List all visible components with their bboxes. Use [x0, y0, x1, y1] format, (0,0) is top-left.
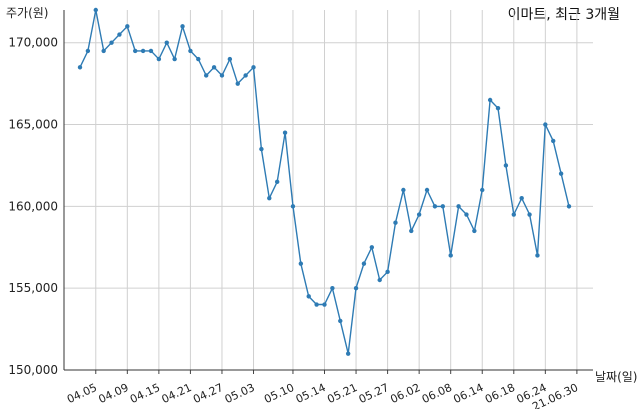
chart-title: 이마트, 최근 3개월 — [507, 7, 620, 23]
data-point — [527, 212, 532, 217]
data-point — [93, 7, 98, 13]
data-point — [345, 351, 351, 356]
data-point — [180, 24, 185, 29]
data-point — [464, 212, 469, 217]
data-point — [101, 48, 106, 54]
y-axis: 150,000 155,000 160,000 165,000 170,000 — [8, 36, 58, 377]
x-tick-label: 05.10 — [262, 381, 296, 406]
y-tick-label: 150,000 — [8, 363, 58, 377]
data-point — [133, 48, 138, 54]
x-tick-label: 05.27 — [357, 381, 391, 406]
data-point — [164, 40, 169, 45]
data-point — [353, 285, 359, 291]
data-point — [306, 294, 311, 299]
data-point — [338, 318, 343, 324]
y-tick-label: 155,000 — [8, 281, 58, 295]
data-point — [551, 138, 556, 144]
data-point — [519, 195, 524, 201]
data-point — [211, 65, 217, 70]
data-point — [243, 73, 248, 78]
data-point — [409, 228, 414, 234]
x-tick-label: 05.14 — [294, 381, 328, 406]
data-point — [85, 48, 91, 54]
x-axis-title: 날짜(일) — [595, 370, 638, 384]
data-point — [117, 32, 122, 37]
data-point — [282, 130, 288, 135]
data-point — [432, 204, 438, 209]
data-point — [535, 253, 540, 258]
x-tick-label: 05.21 — [325, 381, 359, 406]
data-point — [448, 253, 453, 258]
data-point — [369, 245, 375, 250]
data-point — [77, 65, 83, 70]
x-tick-label: 06.14 — [451, 381, 485, 406]
data-point — [251, 65, 256, 70]
data-point — [109, 40, 114, 45]
grid-lines — [63, 10, 593, 374]
data-point — [393, 220, 398, 225]
x-tick-label: 06.18 — [483, 381, 517, 406]
data-point — [440, 204, 446, 209]
data-point — [495, 105, 501, 111]
x-tick-label: 04.09 — [97, 381, 131, 406]
data-point — [487, 97, 493, 103]
data-point — [472, 228, 477, 234]
data-point — [456, 204, 461, 209]
data-point — [227, 56, 233, 62]
data-point — [314, 302, 319, 307]
data-point — [322, 302, 327, 307]
data-point — [156, 56, 162, 62]
y-tick-label: 165,000 — [8, 118, 58, 132]
data-point — [480, 187, 485, 193]
x-tick-label: 06.02 — [388, 381, 422, 406]
x-tick-label: 04.21 — [160, 381, 194, 406]
data-point — [377, 277, 382, 283]
data-point — [424, 187, 430, 193]
data-point — [401, 187, 406, 193]
data-point — [196, 56, 201, 62]
data-point — [219, 73, 225, 78]
data-point — [503, 163, 509, 168]
data-point — [385, 269, 390, 275]
data-point — [267, 195, 272, 201]
x-tick-label: 04.05 — [65, 381, 99, 406]
data-point — [566, 204, 572, 209]
data-point — [172, 56, 177, 62]
y-tick-label: 160,000 — [8, 199, 58, 213]
x-tick-label: 06.08 — [420, 381, 454, 406]
data-point — [543, 122, 548, 127]
data-point — [188, 48, 193, 54]
x-tick-label: 05.03 — [223, 381, 257, 406]
data-point — [361, 261, 367, 266]
data-point — [259, 146, 264, 152]
y-tick-label: 170,000 — [8, 36, 58, 50]
data-point — [558, 171, 564, 176]
price-series — [77, 7, 572, 356]
data-point — [511, 212, 516, 217]
data-point — [203, 73, 209, 78]
data-point — [290, 204, 296, 209]
data-point — [298, 261, 304, 266]
data-point — [416, 212, 422, 217]
data-point — [330, 285, 335, 291]
data-point — [235, 81, 240, 86]
y-axis-title: 주가(원) — [6, 6, 49, 20]
data-point — [274, 179, 280, 185]
x-tick-label: 04.15 — [128, 381, 162, 406]
data-point — [148, 48, 154, 54]
data-point — [140, 48, 146, 54]
data-point — [125, 24, 130, 29]
x-tick-label: 04.27 — [191, 381, 225, 406]
